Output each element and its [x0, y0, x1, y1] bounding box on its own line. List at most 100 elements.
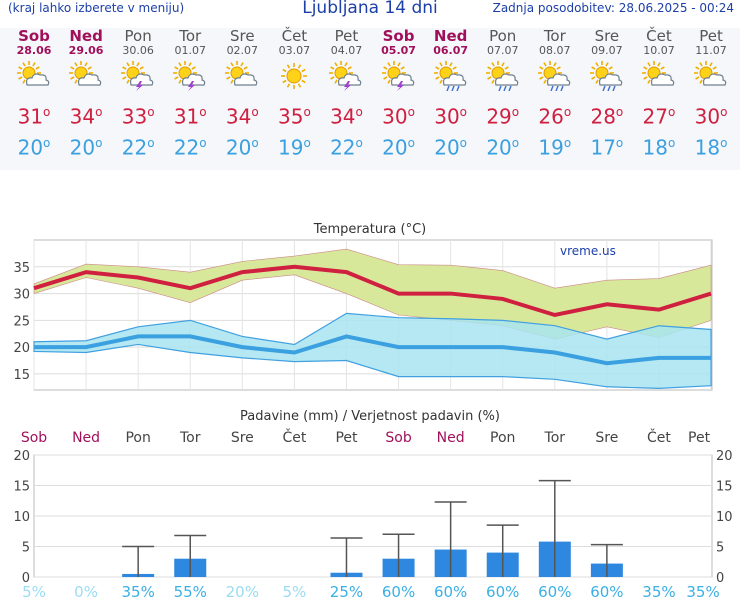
- day-column: Pon 07.07 29o 20o: [477, 28, 529, 158]
- degree-mark: o: [407, 105, 415, 119]
- precipitation-tick-label-left: 10: [13, 510, 30, 525]
- degree-mark: o: [615, 135, 624, 150]
- min-temperature-line: [34, 334, 712, 366]
- precipitation-day-label: Pon: [490, 430, 515, 446]
- max-temperature-value: 30: [434, 104, 460, 129]
- day-date: 28.06: [16, 44, 52, 57]
- sun-cloud-icon: [69, 61, 102, 86]
- day-column: Tor 01.07 31o 22o: [164, 28, 216, 158]
- min-temperature: 18o: [685, 132, 737, 159]
- max-temperature-value: 34: [225, 104, 252, 129]
- degree-mark: o: [355, 135, 363, 150]
- day-name: Sob: [382, 27, 415, 45]
- precipitation-tick-label-right: 0: [716, 571, 724, 586]
- degree-mark: o: [95, 105, 103, 119]
- degree-mark: o: [407, 135, 415, 150]
- max-temperature: 29o: [477, 101, 529, 128]
- day-column: Sre 02.07 34o 20o: [216, 28, 268, 158]
- day-date: 08.07: [539, 44, 571, 57]
- min-temperature-value: 20: [382, 135, 408, 160]
- precipitation-tick-label-left: 15: [13, 480, 30, 495]
- sun-cloud-rain-icon: [433, 61, 466, 91]
- min-temperature-value: 20: [486, 135, 512, 160]
- day-date: 11.07: [695, 44, 727, 57]
- precipitation-day-label: Sob: [385, 430, 411, 446]
- degree-mark: o: [668, 105, 676, 119]
- min-temperature: 22o: [164, 132, 216, 159]
- temperature-tick-label: 25: [13, 314, 30, 329]
- day-date: 04.07: [330, 44, 363, 57]
- day-name: Tor: [179, 27, 202, 45]
- max-temperature-value: 30: [694, 104, 721, 129]
- sun-cloud-rain-icon: [485, 61, 518, 91]
- day-column: Sob 28.06 31o 20o: [8, 28, 60, 158]
- precipitation-chart-title: Padavine (mm) / Verjetnost padavin (%): [240, 409, 500, 424]
- degree-mark: o: [251, 105, 259, 119]
- precipitation-probability-label: 20%: [226, 583, 259, 600]
- precipitation-day-label: Pon: [125, 430, 150, 446]
- precipitation-probability-label: 35%: [642, 583, 675, 600]
- degree-mark: o: [199, 135, 207, 150]
- precipitation-day-label: Tor: [544, 430, 566, 446]
- min-temperature: 18o: [633, 132, 685, 159]
- max-temperature: 31o: [8, 101, 60, 128]
- degree-mark: o: [43, 135, 51, 150]
- degree-mark: o: [459, 105, 468, 119]
- day-name: Tor: [543, 27, 566, 45]
- min-temperature-range-band: [33, 312, 712, 389]
- degree-mark: o: [95, 135, 103, 150]
- day-name: Pon: [124, 27, 152, 45]
- chart-watermark: vreme.us: [560, 244, 616, 258]
- temperature-chart-title: Temperatura (°C): [313, 222, 426, 237]
- degree-mark: o: [615, 105, 624, 119]
- max-temperature: 34o: [320, 101, 372, 128]
- day-column: Sob 05.07 30o 20o: [373, 28, 425, 158]
- day-date: 06.07: [433, 44, 469, 57]
- day-column: Ned 06.07 30o 20o: [425, 28, 477, 158]
- degree-mark: o: [459, 135, 468, 150]
- min-temperature: 20o: [373, 132, 425, 159]
- precipitation-day-label: Tor: [179, 430, 201, 446]
- precipitation-probability-label: 60%: [486, 583, 519, 600]
- day-date: 07.07: [486, 44, 519, 57]
- degree-mark: o: [147, 135, 155, 150]
- degree-mark: o: [511, 135, 520, 150]
- min-temperature: 17o: [581, 132, 633, 159]
- sun-cloud-storm-icon: [381, 61, 414, 91]
- max-temperature-value: 29: [486, 104, 512, 129]
- degree-mark: o: [303, 135, 311, 150]
- max-temperature: 35o: [268, 101, 320, 128]
- min-temperature-value: 19: [538, 135, 564, 160]
- day-date: 03.07: [278, 44, 311, 57]
- precipitation-probability-label: 55%: [174, 583, 207, 600]
- min-temperature: 22o: [320, 132, 372, 159]
- location-note: (kraj lahko izberete v meniju): [8, 1, 185, 15]
- precipitation-day-label: Čet: [282, 428, 306, 446]
- max-temperature: 30o: [373, 101, 425, 128]
- min-temperature-value: 20: [17, 135, 44, 160]
- min-temperature: 20o: [425, 132, 477, 159]
- forecast-charts: Temperatura (°C) 15 20 25 30 35 vreme.us Padavi…: [13, 222, 733, 600]
- degree-mark: o: [199, 105, 207, 119]
- precipitation-probability-label: 60%: [434, 583, 467, 600]
- top-bar: (kraj lahko izberete v meniju) Ljubljana…: [0, 0, 740, 20]
- day-column: Čet 10.07 27o 18o: [633, 28, 685, 158]
- last-updated: Zadnja posodobitev: 28.06.2025 - 00:24: [492, 1, 734, 15]
- precipitation-day-label: Ned: [437, 430, 465, 446]
- max-temperature: 30o: [425, 101, 477, 128]
- temperature-tick-label: 20: [13, 341, 30, 356]
- max-temperature-value: 31: [17, 104, 44, 129]
- max-temperature-value: 34: [69, 104, 96, 129]
- sun-cloud-icon: [225, 61, 258, 86]
- day-date: 01.07: [174, 44, 206, 57]
- day-name: Sre: [230, 27, 255, 45]
- precipitation-tick-label-right: 20: [716, 449, 733, 464]
- day-column: Tor 08.07 26o 19o: [529, 28, 581, 158]
- day-column: Pet 04.07 34o 22o: [320, 28, 372, 158]
- sun-cloud-storm-icon: [329, 61, 362, 91]
- precipitation-day-label: Čet: [647, 428, 671, 446]
- min-temperature-value: 20: [434, 135, 460, 160]
- sun-cloud-storm-icon: [173, 61, 206, 91]
- max-temperature-value: 27: [642, 104, 668, 129]
- day-date: 09.07: [591, 44, 623, 57]
